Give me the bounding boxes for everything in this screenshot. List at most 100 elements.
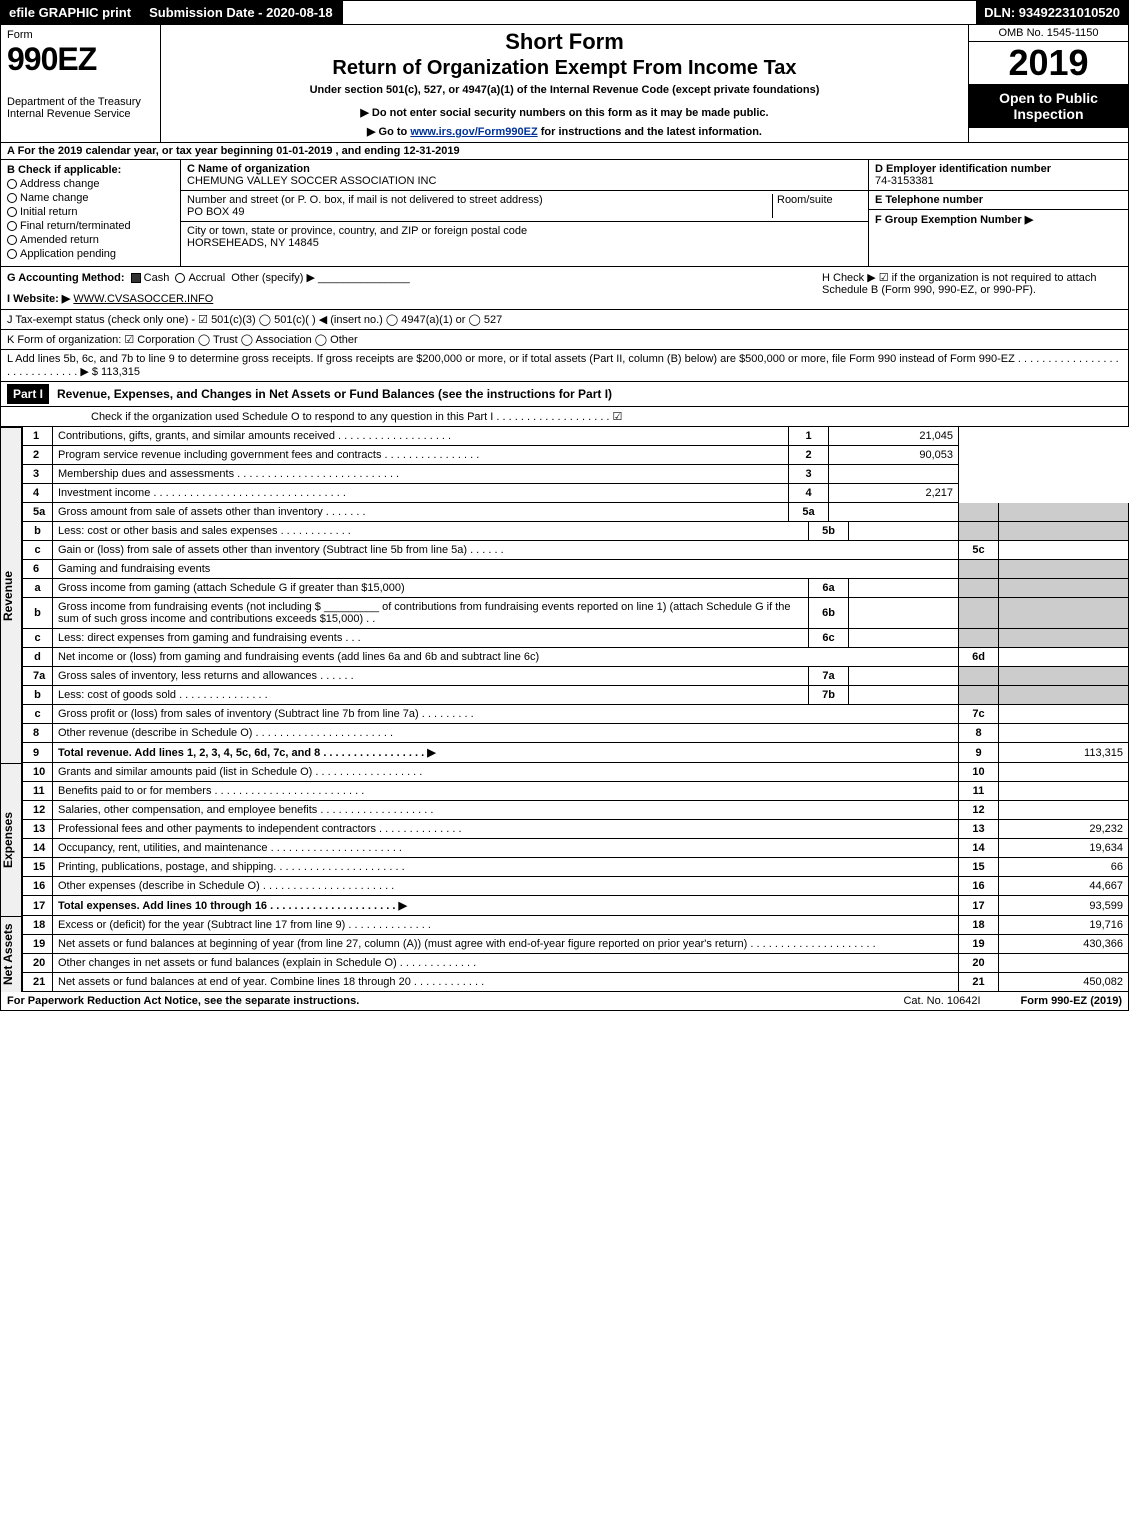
part-1-header-row: Part I Revenue, Expenses, and Changes in… bbox=[0, 382, 1129, 407]
table-row: 12Salaries, other compensation, and empl… bbox=[23, 801, 1129, 820]
table-row: 16Other expenses (describe in Schedule O… bbox=[23, 877, 1129, 896]
group-exemption-cell: F Group Exemption Number ▶ bbox=[869, 210, 1128, 229]
website-label: I Website: ▶ bbox=[7, 293, 70, 305]
org-name-label: C Name of organization bbox=[187, 163, 862, 175]
table-row: d Net income or (loss) from gaming and f… bbox=[23, 648, 1129, 667]
accounting-method-row: G Accounting Method: Cash Accrual Other … bbox=[7, 271, 822, 284]
irs-link[interactable]: www.irs.gov/Form990EZ bbox=[410, 126, 537, 138]
table-row: b Gross income from fundraising events (… bbox=[23, 598, 1129, 629]
omb-number: OMB No. 1545-1150 bbox=[969, 25, 1128, 42]
table-row: 2Program service revenue including gover… bbox=[23, 446, 1129, 465]
row-l-amount: 113,315 bbox=[101, 366, 140, 378]
form-number: 990EZ bbox=[7, 41, 154, 78]
street-label: Number and street (or P. O. box, if mail… bbox=[187, 194, 772, 206]
table-row: 10Grants and similar amounts paid (list … bbox=[23, 763, 1129, 782]
table-row: 6 Gaming and fundraising events bbox=[23, 560, 1129, 579]
row-h: H Check ▶ ☑ if the organization is not r… bbox=[822, 271, 1122, 305]
org-name-cell: C Name of organization CHEMUNG VALLEY SO… bbox=[181, 160, 868, 191]
phone-label: E Telephone number bbox=[875, 194, 1122, 206]
cash-checkbox[interactable] bbox=[131, 273, 141, 283]
revenue-section: Revenue 1Contributions, gifts, grants, a… bbox=[0, 427, 1129, 763]
revenue-side-label: Revenue bbox=[0, 427, 22, 763]
top-bar: efile GRAPHIC print Submission Date - 20… bbox=[0, 0, 1129, 25]
row-j-tax-exempt: J Tax-exempt status (check only one) - ☑… bbox=[0, 310, 1129, 330]
table-row: 18Excess or (deficit) for the year (Subt… bbox=[23, 916, 1129, 935]
net-assets-table: 18Excess or (deficit) for the year (Subt… bbox=[22, 916, 1129, 992]
website-row: I Website: ▶ WWW.CVSASOCCER.INFO bbox=[7, 292, 822, 305]
table-row: 21Net assets or fund balances at end of … bbox=[23, 973, 1129, 992]
column-d: D Employer identification number 74-3153… bbox=[868, 160, 1128, 266]
dln-label: DLN: 93492231010520 bbox=[976, 1, 1128, 24]
tax-year: 2019 bbox=[969, 42, 1128, 84]
col-b-header: B Check if applicable: bbox=[7, 164, 174, 176]
revenue-table-sub: b Less: cost or other basis and sales ex… bbox=[22, 522, 1129, 763]
table-row: 14Occupancy, rent, utilities, and mainte… bbox=[23, 839, 1129, 858]
table-row: 15Printing, publications, postage, and s… bbox=[23, 858, 1129, 877]
table-row: c Gain or (loss) from sale of assets oth… bbox=[23, 541, 1129, 560]
short-form-title: Short Form bbox=[169, 29, 960, 55]
footer-left: For Paperwork Reduction Act Notice, see … bbox=[7, 995, 903, 1007]
part-1-check-text: Check if the organization used Schedule … bbox=[0, 407, 1129, 427]
do-not-enter-text: ▶ Do not enter social security numbers o… bbox=[169, 106, 960, 119]
table-row: 5aGross amount from sale of assets other… bbox=[23, 503, 1129, 522]
net-assets-section: Net Assets 18Excess or (deficit) for the… bbox=[0, 916, 1129, 992]
column-c: C Name of organization CHEMUNG VALLEY SO… bbox=[181, 160, 868, 266]
goto-prefix: ▶ Go to bbox=[367, 126, 410, 138]
efile-label: efile GRAPHIC print bbox=[1, 1, 139, 24]
form-header: Form 990EZ Department of the Treasury In… bbox=[0, 25, 1129, 143]
table-row: c Gross profit or (loss) from sales of i… bbox=[23, 705, 1129, 724]
table-row: 19Net assets or fund balances at beginni… bbox=[23, 935, 1129, 954]
street-cell: Number and street (or P. O. box, if mail… bbox=[181, 191, 868, 222]
table-row: b Less: cost or other basis and sales ex… bbox=[23, 522, 1129, 541]
footer-mid: Cat. No. 10642I bbox=[903, 995, 980, 1007]
city-value: HORSEHEADS, NY 14845 bbox=[187, 237, 862, 249]
city-cell: City or town, state or province, country… bbox=[181, 222, 868, 252]
goto-text: ▶ Go to www.irs.gov/Form990EZ for instru… bbox=[169, 125, 960, 138]
net-assets-side-label: Net Assets bbox=[0, 916, 22, 992]
ein-cell: D Employer identification number 74-3153… bbox=[869, 160, 1128, 191]
row-g-h: G Accounting Method: Cash Accrual Other … bbox=[0, 267, 1129, 310]
under-section-text: Under section 501(c), 527, or 4947(a)(1)… bbox=[169, 84, 960, 96]
expenses-section: Expenses 10Grants and similar amounts pa… bbox=[0, 763, 1129, 916]
header-center: Short Form Return of Organization Exempt… bbox=[161, 25, 968, 142]
check-name-change[interactable]: Name change bbox=[7, 192, 174, 204]
check-application-pending[interactable]: Application pending bbox=[7, 248, 174, 260]
table-row: 17Total expenses. Add lines 10 through 1… bbox=[23, 896, 1129, 916]
accrual-radio[interactable] bbox=[175, 273, 185, 283]
row-g-left: G Accounting Method: Cash Accrual Other … bbox=[7, 271, 822, 305]
org-name: CHEMUNG VALLEY SOCCER ASSOCIATION INC bbox=[187, 175, 862, 187]
table-row: 1Contributions, gifts, grants, and simil… bbox=[23, 427, 1129, 446]
room-suite-label: Room/suite bbox=[772, 194, 862, 218]
street-value: PO BOX 49 bbox=[187, 206, 772, 218]
info-grid: B Check if applicable: Address change Na… bbox=[0, 160, 1129, 267]
column-b: B Check if applicable: Address change Na… bbox=[1, 160, 181, 266]
check-amended-return[interactable]: Amended return bbox=[7, 234, 174, 246]
return-title: Return of Organization Exempt From Incom… bbox=[169, 57, 960, 80]
city-label: City or town, state or province, country… bbox=[187, 225, 862, 237]
submission-date: Submission Date - 2020-08-18 bbox=[139, 1, 343, 24]
table-row: 7a Gross sales of inventory, less return… bbox=[23, 667, 1129, 686]
open-to-public: Open to Public Inspection bbox=[969, 84, 1128, 128]
expenses-side-label: Expenses bbox=[0, 763, 22, 916]
expenses-table: 10Grants and similar amounts paid (list … bbox=[22, 763, 1129, 916]
ein-value: 74-3153381 bbox=[875, 175, 1122, 187]
row-l-text: L Add lines 5b, 6c, and 7b to line 9 to … bbox=[7, 353, 1119, 378]
check-initial-return[interactable]: Initial return bbox=[7, 206, 174, 218]
table-row: 13Professional fees and other payments t… bbox=[23, 820, 1129, 839]
check-address-change[interactable]: Address change bbox=[7, 178, 174, 190]
department-label: Department of the Treasury bbox=[7, 96, 154, 108]
ein-label: D Employer identification number bbox=[875, 163, 1122, 175]
table-row: 4Investment income . . . . . . . . . . .… bbox=[23, 484, 1129, 503]
website-value[interactable]: WWW.CVSASOCCER.INFO bbox=[73, 293, 213, 305]
header-left: Form 990EZ Department of the Treasury In… bbox=[1, 25, 161, 142]
table-row: a Gross income from gaming (attach Sched… bbox=[23, 579, 1129, 598]
footer-right: Form 990-EZ (2019) bbox=[1021, 995, 1122, 1007]
table-row: 11Benefits paid to or for members . . . … bbox=[23, 782, 1129, 801]
phone-cell: E Telephone number bbox=[869, 191, 1128, 210]
table-row: c Less: direct expenses from gaming and … bbox=[23, 629, 1129, 648]
revenue-table: 1Contributions, gifts, grants, and simil… bbox=[22, 427, 1129, 522]
row-a-tax-year: A For the 2019 calendar year, or tax yea… bbox=[0, 143, 1129, 160]
header-right: OMB No. 1545-1150 2019 Open to Public In… bbox=[968, 25, 1128, 142]
group-exemption-label: F Group Exemption Number ▶ bbox=[875, 213, 1122, 226]
check-final-return[interactable]: Final return/terminated bbox=[7, 220, 174, 232]
